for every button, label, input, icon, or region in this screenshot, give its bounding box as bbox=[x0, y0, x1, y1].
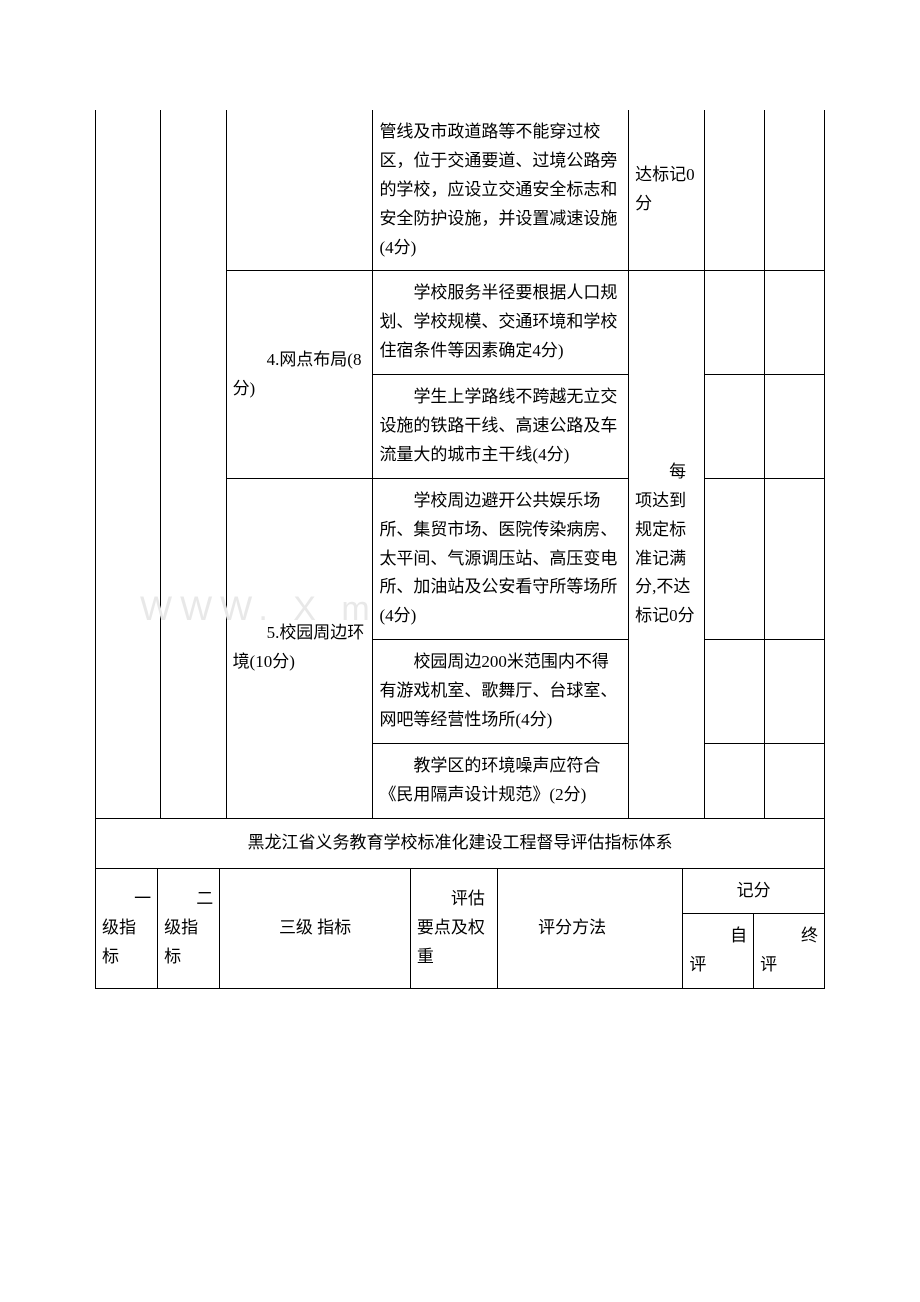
final-score-cell bbox=[765, 743, 825, 818]
header-eval-text: 评估要点及权重 bbox=[417, 885, 491, 972]
eval-point-cell: 学校服务半径要根据人口规划、学校规模、交通环境和学校住宿条件等因素确定4分) bbox=[373, 271, 629, 375]
content-text: 学生上学路线不跨越无立交设施的铁路干线、高速公路及车流量大的城市主干线(4分) bbox=[379, 383, 622, 470]
header-self-line2: 评 bbox=[689, 955, 706, 974]
score-method-text: 每项达到规定标准记满分,不达标记0分 bbox=[635, 458, 698, 631]
self-score-cell bbox=[705, 478, 765, 639]
eval-point-cell: 校园周边200米范围内不得有游戏机室、歌舞厅、台球室、网吧等经营性场所(4分) bbox=[373, 640, 629, 744]
eval-point-cell: 学校周边避开公共娱乐场所、集贸市场、医院传染病房、太平间、气源调压站、高压变电所… bbox=[373, 478, 629, 639]
cell-l2 bbox=[161, 375, 226, 479]
content-text: 学校周边避开公共娱乐场所、集贸市场、医院传染病房、太平间、气源调压站、高压变电所… bbox=[379, 487, 622, 631]
header-l1-line2: 级指标 bbox=[102, 918, 136, 966]
cell-l2 bbox=[161, 478, 226, 639]
tertiary-indicator-cell: 4.网点布局(8分) bbox=[226, 271, 373, 478]
header-score: 记分 bbox=[683, 869, 825, 914]
self-score-cell bbox=[705, 375, 765, 479]
header-method-text: 评分方法 bbox=[504, 914, 676, 943]
final-score-cell bbox=[765, 110, 825, 271]
score-method-cell: 每项达到规定标准记满分,不达标记0分 bbox=[629, 271, 705, 818]
self-score-cell bbox=[705, 640, 765, 744]
cell-l2 bbox=[161, 110, 226, 271]
cell-l1 bbox=[96, 271, 161, 375]
header-eval: 评估要点及权重 bbox=[410, 869, 497, 989]
header-l1-line1: 一 bbox=[102, 885, 151, 914]
header-final-line2: 评 bbox=[760, 955, 777, 974]
self-score-cell bbox=[705, 110, 765, 271]
final-score-cell bbox=[765, 375, 825, 479]
eval-point-cell: 教学区的环境噪声应符合《民用隔声设计规范》(2分) bbox=[373, 743, 629, 818]
tertiary-label: 4.网点布局(8分) bbox=[233, 346, 367, 404]
header-self-line1: 自 bbox=[689, 922, 747, 951]
table-row: 教学区的环境噪声应符合《民用隔声设计规范》(2分) bbox=[96, 743, 825, 818]
final-score-cell bbox=[765, 640, 825, 744]
cell-l2 bbox=[161, 640, 226, 744]
content-text: 校园周边200米范围内不得有游戏机室、歌舞厅、台球室、网吧等经营性场所(4分) bbox=[379, 648, 622, 735]
self-score-cell bbox=[705, 271, 765, 375]
table-row: 管线及市政道路等不能穿过校区，位于交通要道、过境公路旁的学校，应设立交通安全标志… bbox=[96, 110, 825, 271]
header-l2: 二 级指标 bbox=[158, 869, 220, 989]
header-self: 自 评 bbox=[683, 914, 754, 989]
cell-l2 bbox=[161, 271, 226, 375]
header-final-line1: 终 bbox=[760, 922, 818, 951]
score-cell: 达标记0分 bbox=[629, 110, 705, 271]
header-row: 一 一级指标 级指标 二 级指标 三级 指标 评估要点及权重 评分方法 记分 bbox=[96, 869, 825, 914]
cell-l2 bbox=[161, 743, 226, 818]
table-row: 5.校园周边环境(10分) 学校周边避开公共娱乐场所、集贸市场、医院传染病房、太… bbox=[96, 478, 825, 639]
tertiary-indicator-cell: 5.校园周边环境(10分) bbox=[226, 478, 373, 818]
cell-l3 bbox=[226, 110, 373, 271]
tertiary-label: 5.校园周边环境(10分) bbox=[233, 619, 367, 677]
header-l2-line2: 级指标 bbox=[164, 918, 198, 966]
self-score-cell bbox=[705, 743, 765, 818]
cell-l1 bbox=[96, 640, 161, 744]
header-final: 终 评 bbox=[754, 914, 825, 989]
content-text: 学校服务半径要根据人口规划、学校规模、交通环境和学校住宿条件等因素确定4分) bbox=[379, 279, 622, 366]
section-title-cell: 黑龙江省义务教育学校标准化建设工程督导评估指标体系 bbox=[96, 818, 825, 868]
header-l1: 一 一级指标 级指标 bbox=[96, 869, 158, 989]
cell-l1 bbox=[96, 110, 161, 271]
final-score-cell bbox=[765, 478, 825, 639]
header-l2-line1: 二 bbox=[164, 885, 213, 914]
final-score-cell bbox=[765, 271, 825, 375]
table-row: 学生上学路线不跨越无立交设施的铁路干线、高速公路及车流量大的城市主干线(4分) bbox=[96, 375, 825, 479]
cell-l1 bbox=[96, 478, 161, 639]
eval-point-cell: 学生上学路线不跨越无立交设施的铁路干线、高速公路及车流量大的城市主干线(4分) bbox=[373, 375, 629, 479]
evaluation-table-2-header: 一 一级指标 级指标 二 级指标 三级 指标 评估要点及权重 评分方法 记分 自… bbox=[95, 869, 825, 990]
cell-l1 bbox=[96, 743, 161, 818]
eval-point-cell: 管线及市政道路等不能穿过校区，位于交通要道、过境公路旁的学校，应设立交通安全标志… bbox=[373, 110, 629, 271]
header-l3: 三级 指标 bbox=[220, 869, 411, 989]
header-method: 评分方法 bbox=[498, 869, 683, 989]
section-title-row: 黑龙江省义务教育学校标准化建设工程督导评估指标体系 bbox=[96, 818, 825, 868]
table-row: 4.网点布局(8分) 学校服务半径要根据人口规划、学校规模、交通环境和学校住宿条… bbox=[96, 271, 825, 375]
cell-l1 bbox=[96, 375, 161, 479]
evaluation-table-1: 管线及市政道路等不能穿过校区，位于交通要道、过境公路旁的学校，应设立交通安全标志… bbox=[95, 110, 825, 869]
content-text: 教学区的环境噪声应符合《民用隔声设计规范》(2分) bbox=[379, 752, 622, 810]
table-row: 校园周边200米范围内不得有游戏机室、歌舞厅、台球室、网吧等经营性场所(4分) bbox=[96, 640, 825, 744]
